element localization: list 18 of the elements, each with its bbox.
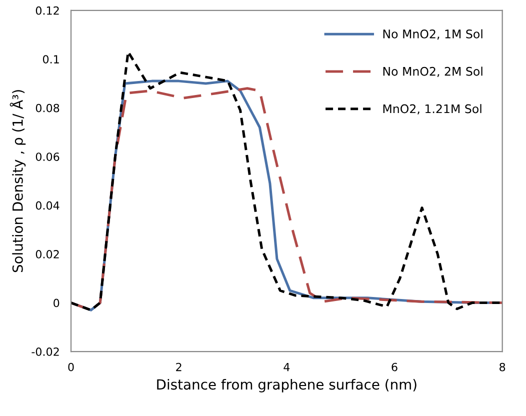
legend-label: No MnO2, 1M Sol — [383, 29, 482, 40]
y-tick-label: -0.02 — [32, 347, 59, 356]
x-tick-label: 4 — [284, 362, 290, 372]
y-tick-label: 0.12 — [36, 6, 59, 15]
x-axis-title: Distance from graphene surface (nm) — [157, 378, 416, 392]
x-tick-label: 8 — [500, 362, 506, 372]
x-tick-label: 0 — [68, 362, 74, 372]
y-tick-label: 0.1 — [42, 55, 59, 64]
y-tick-label: 0.04 — [36, 201, 60, 210]
y-tick-label: 0.02 — [36, 250, 59, 258]
y-axis-title: Solution Density , ρ (1/ Å³) — [10, 90, 26, 272]
x-tick-label: 6 — [392, 362, 398, 372]
y-tick-label: 0.06 — [36, 152, 60, 161]
x-tick-label: 2 — [176, 362, 182, 372]
y-tick-label: 0 — [54, 298, 60, 308]
y-tick-label: 0.08 — [36, 104, 60, 112]
legend-label: No MnO2, 2M Sol — [383, 66, 482, 78]
legend-label: MnO2, 1.21M Sol — [383, 104, 482, 114]
